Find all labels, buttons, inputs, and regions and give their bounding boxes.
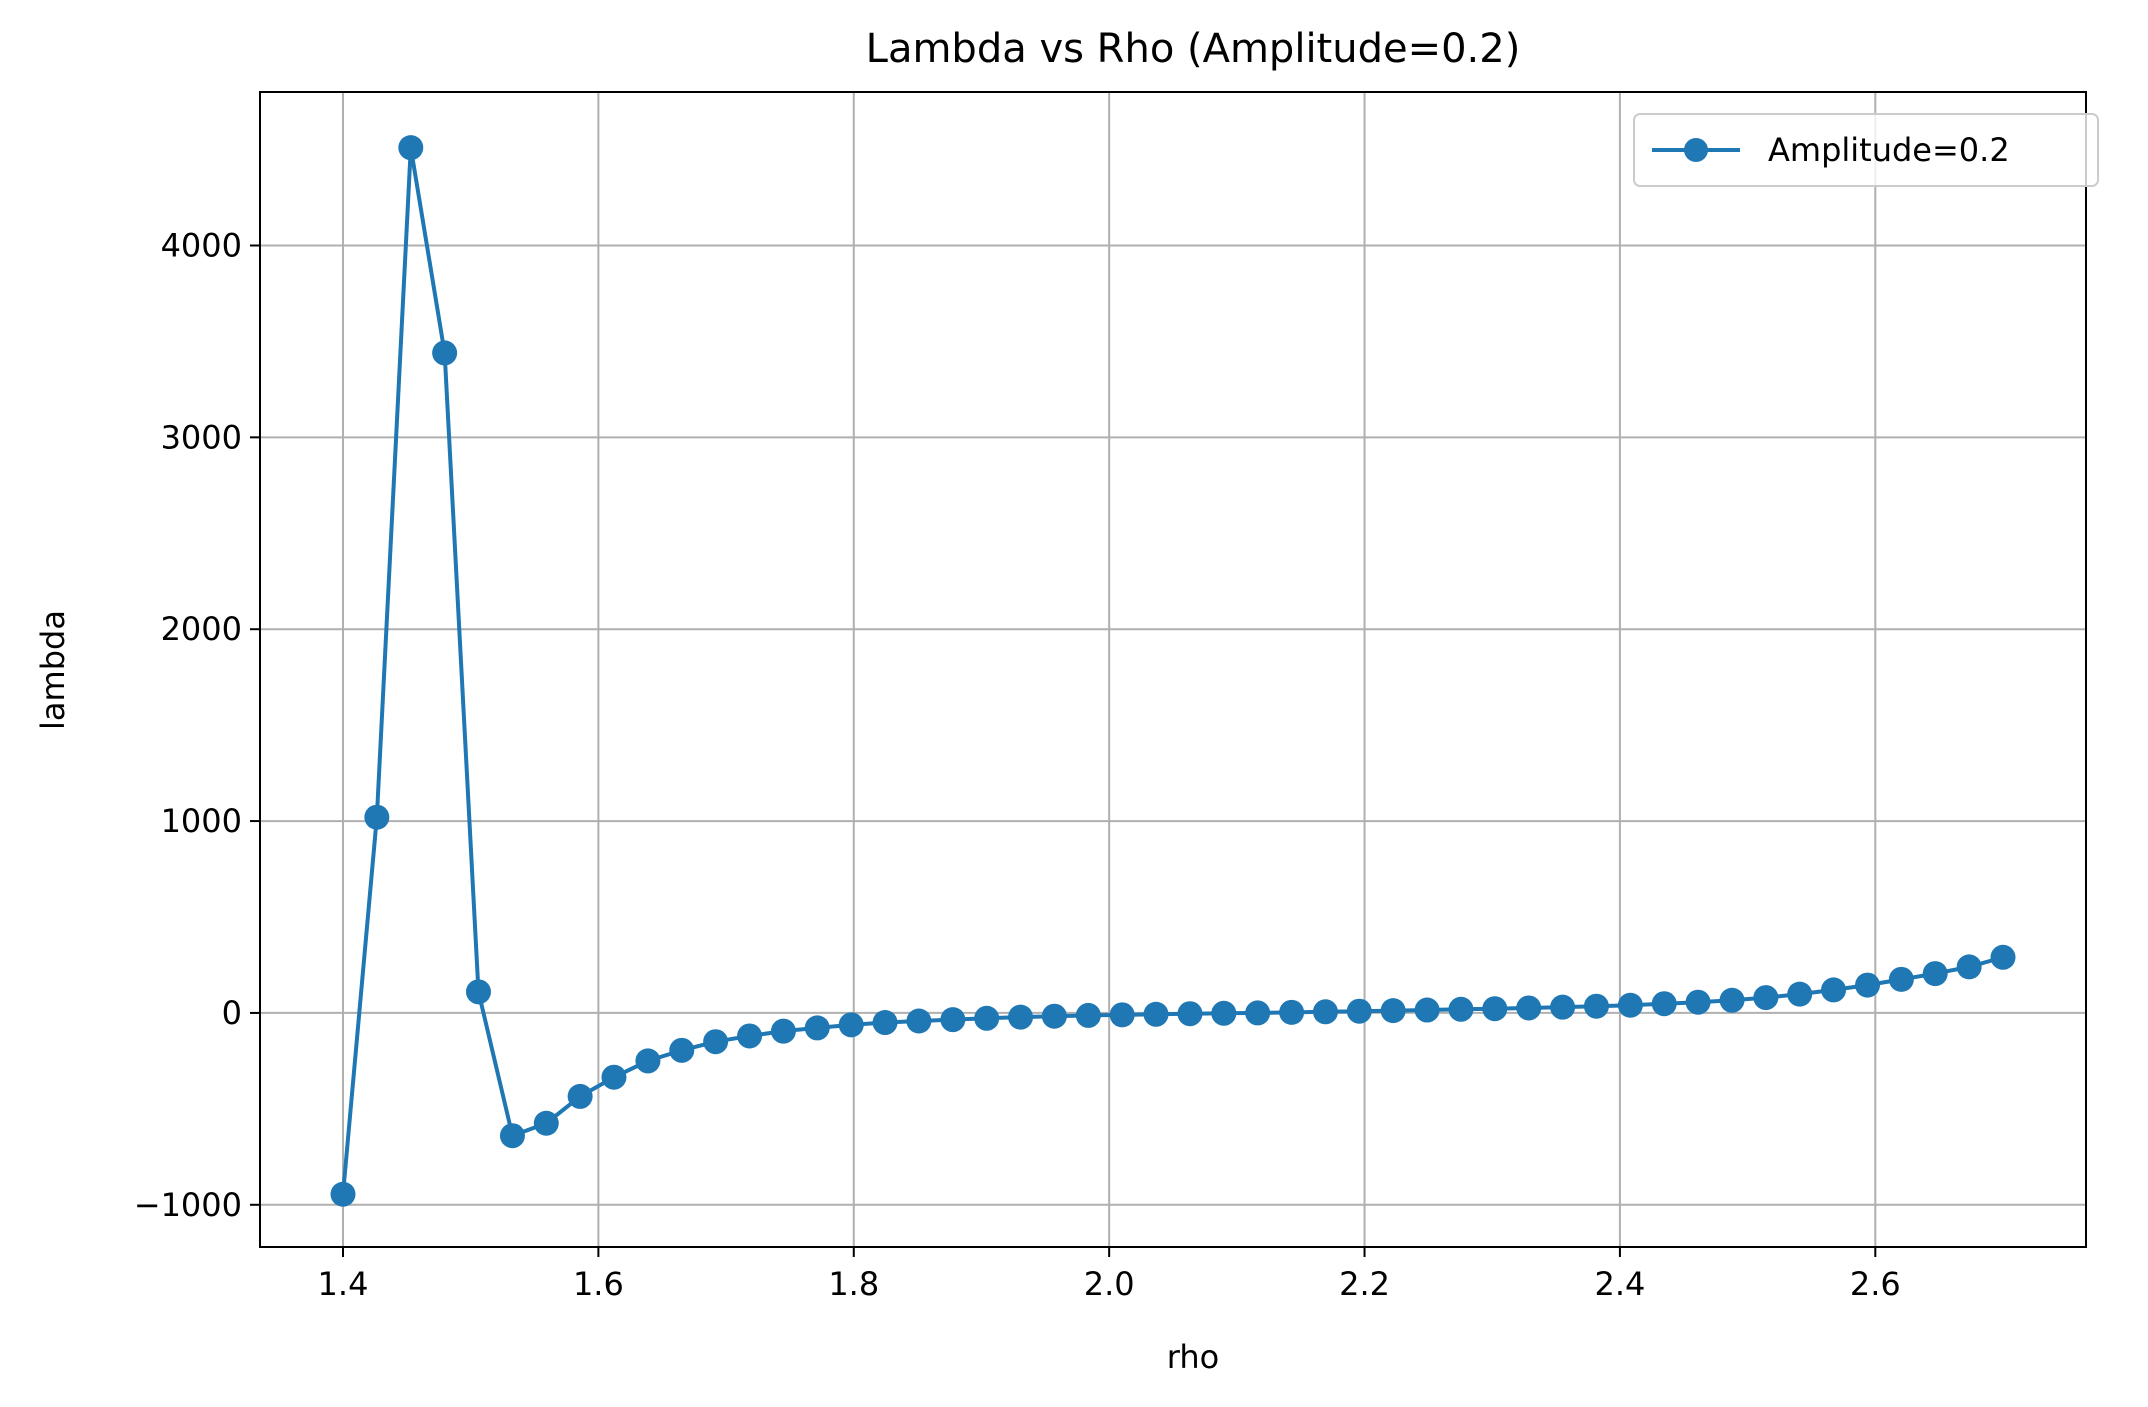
data-point [1753,985,1779,1011]
y-tick-label: 4000 [161,226,242,264]
series-layer [330,135,2016,1207]
data-point [1380,998,1406,1024]
data-point [1245,1000,1271,1026]
data-point [770,1018,796,1044]
data-point [1583,993,1609,1019]
data-point [737,1023,763,1049]
data-point [1211,1000,1237,1026]
data-point [1041,1003,1067,1029]
data-point [1787,981,1813,1007]
data-point [1109,1002,1135,1028]
legend-label: Amplitude=0.2 [1768,131,2010,169]
data-point [804,1015,830,1041]
plot-frame [259,91,2087,1248]
data-point [533,1110,559,1136]
x-axis-label: rho [1167,1338,1219,1376]
data-point [1855,972,1881,998]
data-point [1008,1004,1034,1030]
legend-marker [1684,138,1708,162]
data-point [906,1008,932,1034]
data-point [1075,1002,1101,1028]
x-tick-label: 2.0 [1084,1265,1135,1303]
data-point [330,1181,356,1207]
chart-title: Lambda vs Rho (Amplitude=0.2) [866,26,1521,72]
data-point [1719,987,1745,1013]
data-point [838,1012,864,1038]
data-point [1888,966,1914,992]
data-point [635,1048,661,1074]
data-point [1279,999,1305,1025]
data-point [1990,944,2016,970]
x-tick-label: 1.8 [828,1265,879,1303]
data-point [432,340,458,366]
y-tick-label: 1000 [161,802,242,840]
x-tick-label: 1.4 [318,1265,369,1303]
data-point [1956,954,1982,980]
data-point [1143,1001,1169,1027]
data-point [974,1005,1000,1031]
data-point [398,135,424,161]
data-point [567,1083,593,1109]
data-point [940,1007,966,1033]
data-point [1516,995,1542,1021]
data-point [1685,989,1711,1015]
data-point [1617,992,1643,1018]
data-point [1821,977,1847,1003]
data-point [669,1037,695,1063]
data-point [1312,999,1338,1025]
y-tick-label: 0 [222,994,242,1032]
axis-ticks: 1.4 1.6 1.8 2.0 2.2 2.4 2.6 −1000 0 1000 2000 3000 4… [134,226,1901,1303]
data-point [1922,961,1948,987]
data-point [703,1029,729,1055]
x-tick-label: 1.6 [573,1265,624,1303]
y-tick-label: −1000 [134,1186,242,1224]
x-tick-label: 2.2 [1339,1265,1390,1303]
y-axis-label: lambda [34,610,72,730]
data-point [1482,996,1508,1022]
legend: Amplitude=0.2 [1633,113,2099,187]
y-tick-label: 2000 [161,610,242,648]
x-tick-label: 2.6 [1850,1265,1901,1303]
data-point [1550,994,1576,1020]
data-point [1448,996,1474,1022]
legend-box [1633,113,2099,187]
data-point [601,1064,627,1090]
data-point [1346,998,1372,1024]
data-point [465,979,491,1005]
data-point [1414,997,1440,1023]
data-point [1651,991,1677,1017]
y-tick-label: 3000 [161,418,242,456]
data-point [364,804,390,830]
x-tick-label: 2.4 [1594,1265,1645,1303]
data-point [872,1010,898,1036]
data-point [499,1123,525,1149]
data-point [1177,1001,1203,1027]
